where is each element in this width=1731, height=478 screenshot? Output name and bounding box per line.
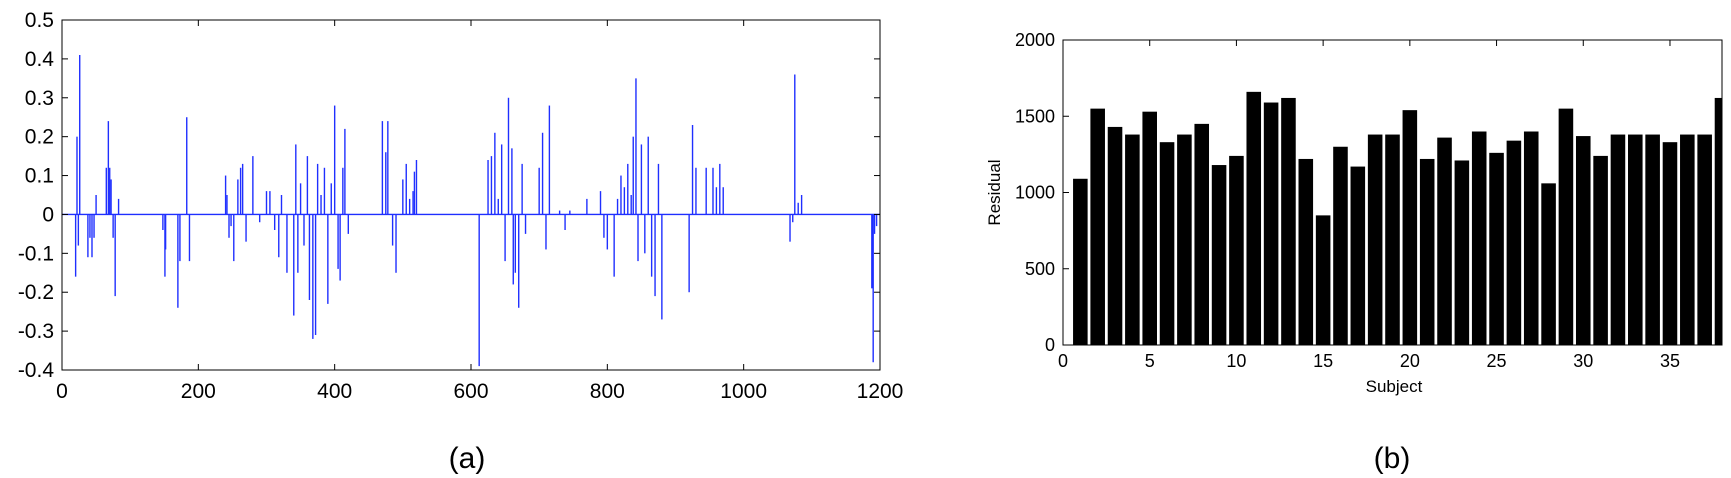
bar	[1593, 155, 1608, 345]
x-tick-label: 1000	[720, 380, 767, 403]
panel-b-bar-chart: 0 500 1000 1500 2000 0 5 10 15 20 25 30 35 Residual…	[985, 30, 1723, 475]
bar	[1177, 134, 1192, 345]
x-tick-label: 30	[1573, 351, 1593, 371]
panel-b-axes-frame	[1062, 39, 1723, 346]
y-tick-label: 500	[1025, 259, 1055, 279]
y-tick-label: -0.4	[18, 359, 55, 382]
y-tick-label: 0	[1045, 335, 1055, 355]
bar	[1437, 137, 1452, 345]
panel-a-caption: (a)	[449, 442, 486, 475]
y-tick-label: 2000	[1015, 30, 1055, 50]
bar	[1454, 160, 1470, 345]
x-tick-label: 400	[317, 380, 352, 403]
bar	[1402, 110, 1418, 346]
bar	[1697, 134, 1712, 345]
panel-b-bars	[1073, 91, 1722, 346]
bar	[1211, 165, 1227, 345]
panel-a-stems	[62, 55, 880, 367]
bar	[1090, 108, 1105, 345]
bar	[1489, 152, 1504, 345]
bar	[1246, 91, 1262, 345]
bar	[1523, 131, 1539, 345]
bar	[1263, 102, 1279, 346]
bar	[1107, 126, 1123, 345]
bar	[1333, 146, 1348, 345]
panel-a-axes-frame	[61, 19, 881, 371]
y-tick-label: 0.2	[25, 126, 54, 149]
bar	[1298, 158, 1314, 345]
bar	[1125, 134, 1140, 345]
y-tick-label: -0.3	[18, 320, 54, 343]
panel-a-stem-plot: -0.4 -0.3 -0.2 -0.1 0 0.1 0.2 0.3 0.4 0.5 0 200 400…	[18, 9, 904, 475]
bar	[1229, 155, 1244, 345]
bar	[1385, 134, 1400, 345]
x-tick-label: 0	[56, 380, 68, 403]
y-tick-label: 0.1	[25, 165, 54, 188]
bar	[1281, 97, 1296, 345]
bar	[1142, 111, 1157, 345]
y-tick-label: 0.4	[25, 48, 55, 71]
bar	[1367, 134, 1383, 345]
bar	[1645, 134, 1660, 345]
x-tick-label: 15	[1313, 351, 1333, 371]
bar	[1662, 142, 1678, 345]
bar	[1159, 142, 1175, 345]
x-tick-label: 25	[1487, 351, 1507, 371]
y-tick-label: 1500	[1015, 106, 1055, 126]
x-tick-label: 800	[590, 380, 625, 403]
y-tick-label: 1000	[1015, 183, 1055, 203]
bar	[1506, 140, 1522, 345]
y-tick-label: -0.2	[18, 281, 54, 304]
x-tick-label: 600	[453, 380, 488, 403]
bar	[1680, 134, 1695, 345]
x-tick-label: 10	[1226, 351, 1246, 371]
bar	[1419, 158, 1435, 345]
bar	[1558, 108, 1574, 345]
panel-b-x-axis: 0 5 10 15 20 25 30 35	[1058, 40, 1680, 371]
panel-a-y-axis: -0.4 -0.3 -0.2 -0.1 0 0.1 0.2 0.3 0.4 0.5	[18, 9, 880, 382]
bar	[1315, 215, 1331, 345]
y-tick-label: 0.5	[25, 9, 54, 32]
x-tick-label: 5	[1145, 351, 1155, 371]
y-tick-label: 0	[42, 203, 54, 226]
bar	[1714, 97, 1722, 345]
bar	[1628, 134, 1643, 345]
panel-b-caption: (b)	[1374, 442, 1411, 475]
y-tick-label: -0.1	[18, 242, 54, 265]
bar	[1575, 136, 1591, 345]
panel-b-y-axis: 0 500 1000 1500 2000	[1015, 30, 1722, 355]
x-tick-label: 0	[1058, 351, 1068, 371]
bar	[1350, 166, 1366, 345]
x-tick-label: 20	[1400, 351, 1420, 371]
panel-b-y-axis-label: Residual	[985, 159, 1004, 225]
bar	[1610, 134, 1626, 345]
y-tick-label: 0.3	[25, 87, 54, 110]
bar	[1073, 178, 1088, 345]
x-tick-label: 1200	[857, 380, 904, 403]
bar	[1541, 183, 1556, 345]
panel-a-x-axis: 0 200 400 600 800 1000 1200	[56, 20, 903, 403]
bar	[1194, 123, 1210, 345]
panel-b-x-axis-label: Subject	[1366, 377, 1423, 396]
x-tick-label: 35	[1660, 351, 1680, 371]
bar	[1471, 131, 1487, 345]
x-tick-label: 200	[181, 380, 216, 403]
